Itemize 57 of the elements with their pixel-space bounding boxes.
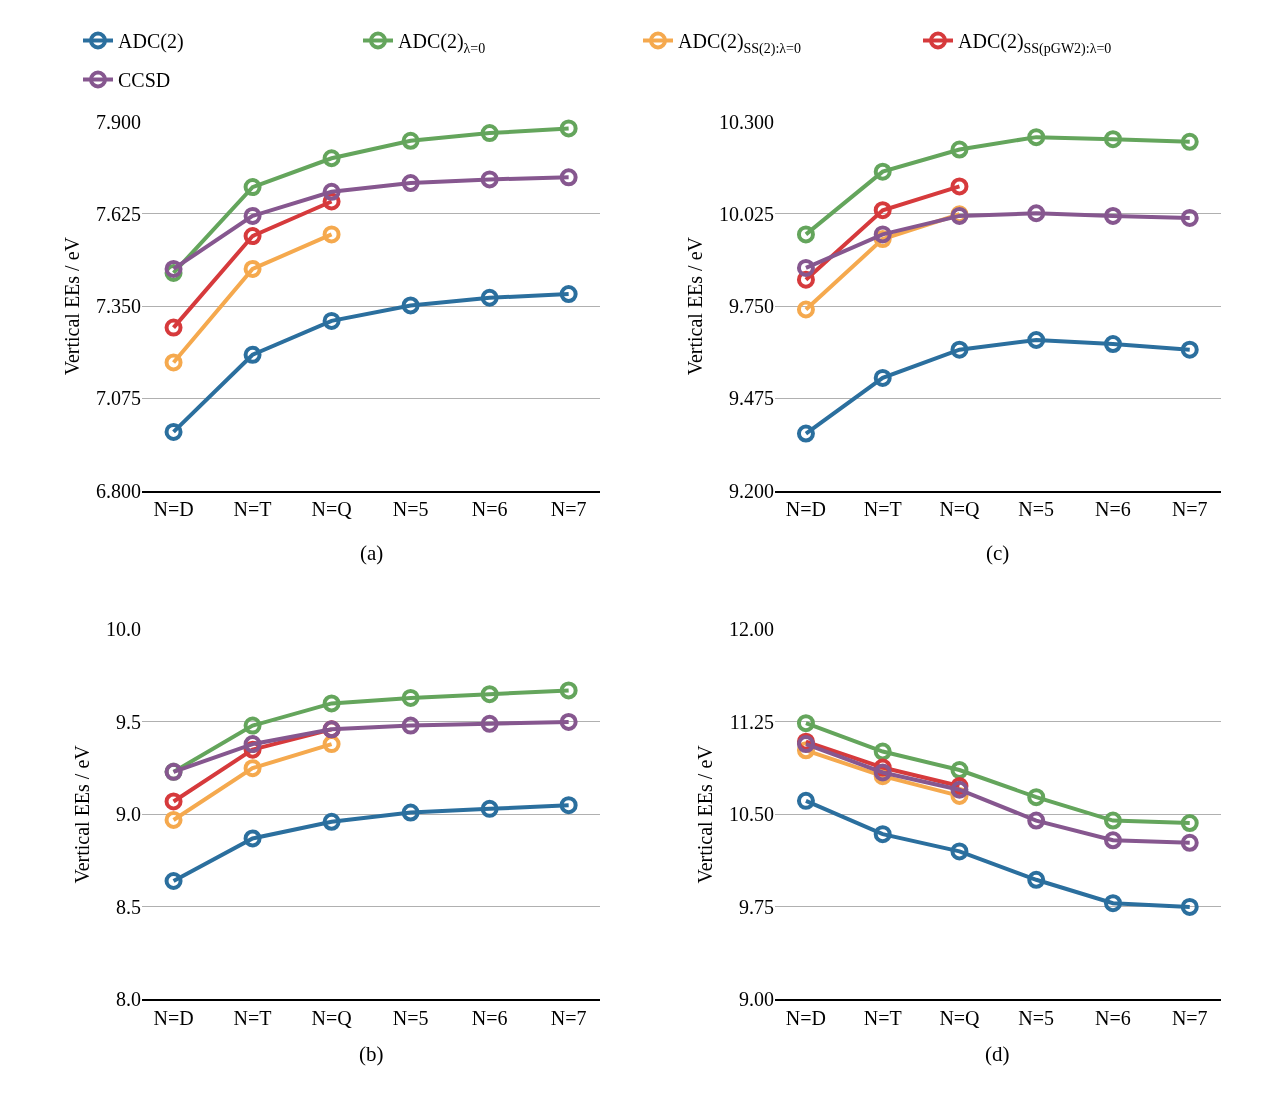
text: (c) bbox=[986, 541, 1010, 565]
x-tick-label: N=7 bbox=[1171, 1007, 1208, 1030]
x-tick-label: N=6 bbox=[471, 1007, 508, 1030]
y-tick-label: 10.300 bbox=[718, 110, 774, 133]
x-tick-label: N=5 bbox=[392, 498, 429, 521]
y-tick-label: 7.625 bbox=[95, 202, 141, 225]
x-tick-label: N=Q bbox=[939, 498, 981, 521]
x-tick-label: N=T bbox=[233, 498, 272, 521]
legend-label: CCSD bbox=[118, 69, 171, 92]
x-tick-label: N=Q bbox=[939, 1007, 981, 1030]
y-tick-label: 11.25 bbox=[729, 710, 774, 733]
y-tick-label: 9.0 bbox=[115, 803, 141, 826]
x-tick-label: N=D bbox=[785, 498, 827, 521]
legend-label: ADC(2)$_{SS(pGW2):λ=0}$ bbox=[958, 30, 1112, 57]
y-tick-label: 9.200 bbox=[728, 479, 774, 502]
x-tick-label: N=7 bbox=[550, 1007, 587, 1030]
y-tick-label: 8.0 bbox=[115, 988, 141, 1011]
x-tick-label: N=T bbox=[233, 1007, 272, 1030]
y-tick-label: 9.00 bbox=[738, 988, 774, 1011]
x-tick-label: N=6 bbox=[1095, 1007, 1131, 1030]
text: (d) bbox=[985, 1042, 1010, 1066]
x-tick-label: N=D bbox=[153, 498, 194, 521]
y-tick-label: 10.0 bbox=[105, 618, 141, 641]
y-tick-label: 12.00 bbox=[728, 618, 774, 641]
y-tick-label: 6.800 bbox=[95, 479, 141, 502]
x-tick-label: N=T bbox=[863, 1007, 902, 1030]
text: (b) bbox=[359, 1042, 384, 1066]
text: (a) bbox=[360, 541, 384, 565]
x-tick-label: N=7 bbox=[1171, 498, 1208, 521]
y-tick-label: 9.75 bbox=[738, 895, 774, 918]
y-tick-label: 8.5 bbox=[115, 895, 141, 918]
y-tick-label: 9.5 bbox=[115, 710, 141, 733]
y-tick-label: 10.50 bbox=[728, 803, 774, 826]
x-tick-label: N=Q bbox=[311, 498, 353, 521]
x-tick-label: N=5 bbox=[1018, 1007, 1055, 1030]
x-tick-label: N=6 bbox=[471, 498, 508, 521]
y-axis-title: Vertical EEs / eV bbox=[694, 744, 717, 884]
y-tick-label: 7.075 bbox=[95, 387, 141, 410]
y-axis-title: Vertical EEs / eV bbox=[684, 236, 707, 376]
y-axis-title: Vertical EEs / eV bbox=[61, 236, 84, 376]
legend-label: ADC(2)$_{SS(2):λ=0}$ bbox=[678, 30, 802, 57]
y-tick-label: 9.475 bbox=[728, 387, 774, 410]
x-tick-label: N=D bbox=[153, 1007, 194, 1030]
x-tick-label: N=5 bbox=[392, 1007, 429, 1030]
y-tick-label: 10.025 bbox=[718, 202, 774, 225]
legend-label: ADC(2)$_{λ=0}$ bbox=[398, 30, 486, 56]
x-tick-label: N=6 bbox=[1095, 498, 1131, 521]
x-tick-label: N=5 bbox=[1018, 498, 1055, 521]
legend-label: ADC(2) bbox=[118, 30, 184, 54]
y-tick-label: 7.900 bbox=[95, 110, 141, 133]
y-axis-title: Vertical EEs / eV bbox=[71, 744, 94, 884]
y-tick-label: 7.350 bbox=[95, 295, 141, 318]
x-tick-label: N=T bbox=[863, 498, 902, 521]
x-tick-label: N=Q bbox=[311, 1007, 353, 1030]
x-tick-label: N=D bbox=[785, 1007, 827, 1030]
y-tick-label: 9.750 bbox=[728, 295, 774, 318]
x-tick-label: N=7 bbox=[550, 498, 587, 521]
